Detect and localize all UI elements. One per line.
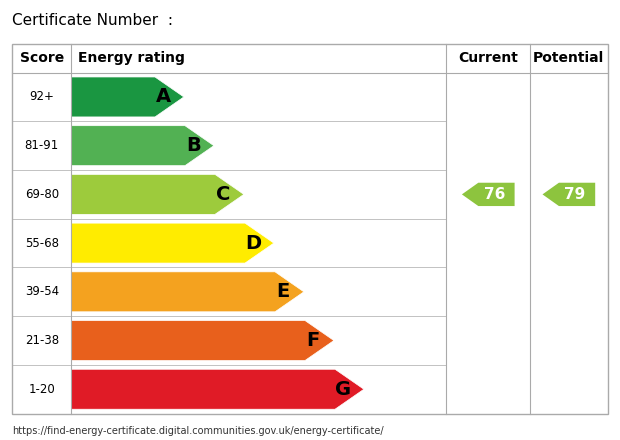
Polygon shape <box>71 174 244 214</box>
Text: E: E <box>277 282 290 301</box>
Polygon shape <box>71 272 304 312</box>
Text: B: B <box>186 136 201 155</box>
Text: Potential: Potential <box>533 51 604 65</box>
Text: D: D <box>245 234 261 253</box>
Polygon shape <box>71 126 214 165</box>
Polygon shape <box>71 321 334 360</box>
Text: 76: 76 <box>484 187 505 202</box>
Polygon shape <box>71 369 364 409</box>
Text: F: F <box>307 331 320 350</box>
Text: G: G <box>335 380 352 399</box>
Text: 21-38: 21-38 <box>25 334 59 347</box>
Polygon shape <box>462 183 515 206</box>
Text: 81-91: 81-91 <box>25 139 59 152</box>
Polygon shape <box>542 183 595 206</box>
Text: 55-68: 55-68 <box>25 237 59 249</box>
Text: A: A <box>156 88 171 106</box>
Text: 39-54: 39-54 <box>25 285 59 298</box>
Polygon shape <box>71 223 274 263</box>
Text: Energy rating: Energy rating <box>78 51 184 65</box>
Text: C: C <box>216 185 231 204</box>
Text: Current: Current <box>458 51 518 65</box>
Text: 79: 79 <box>564 187 586 202</box>
Text: 92+: 92+ <box>29 91 55 103</box>
Text: https://find-energy-certificate.digital.communities.gov.uk/energy-certificate/: https://find-energy-certificate.digital.… <box>12 425 384 436</box>
Bar <box>12 44 608 414</box>
Text: 69-80: 69-80 <box>25 188 59 201</box>
Text: Score: Score <box>20 51 64 65</box>
Polygon shape <box>71 77 184 117</box>
Text: Certificate Number  :: Certificate Number : <box>12 13 174 28</box>
Text: 1-20: 1-20 <box>29 383 55 396</box>
